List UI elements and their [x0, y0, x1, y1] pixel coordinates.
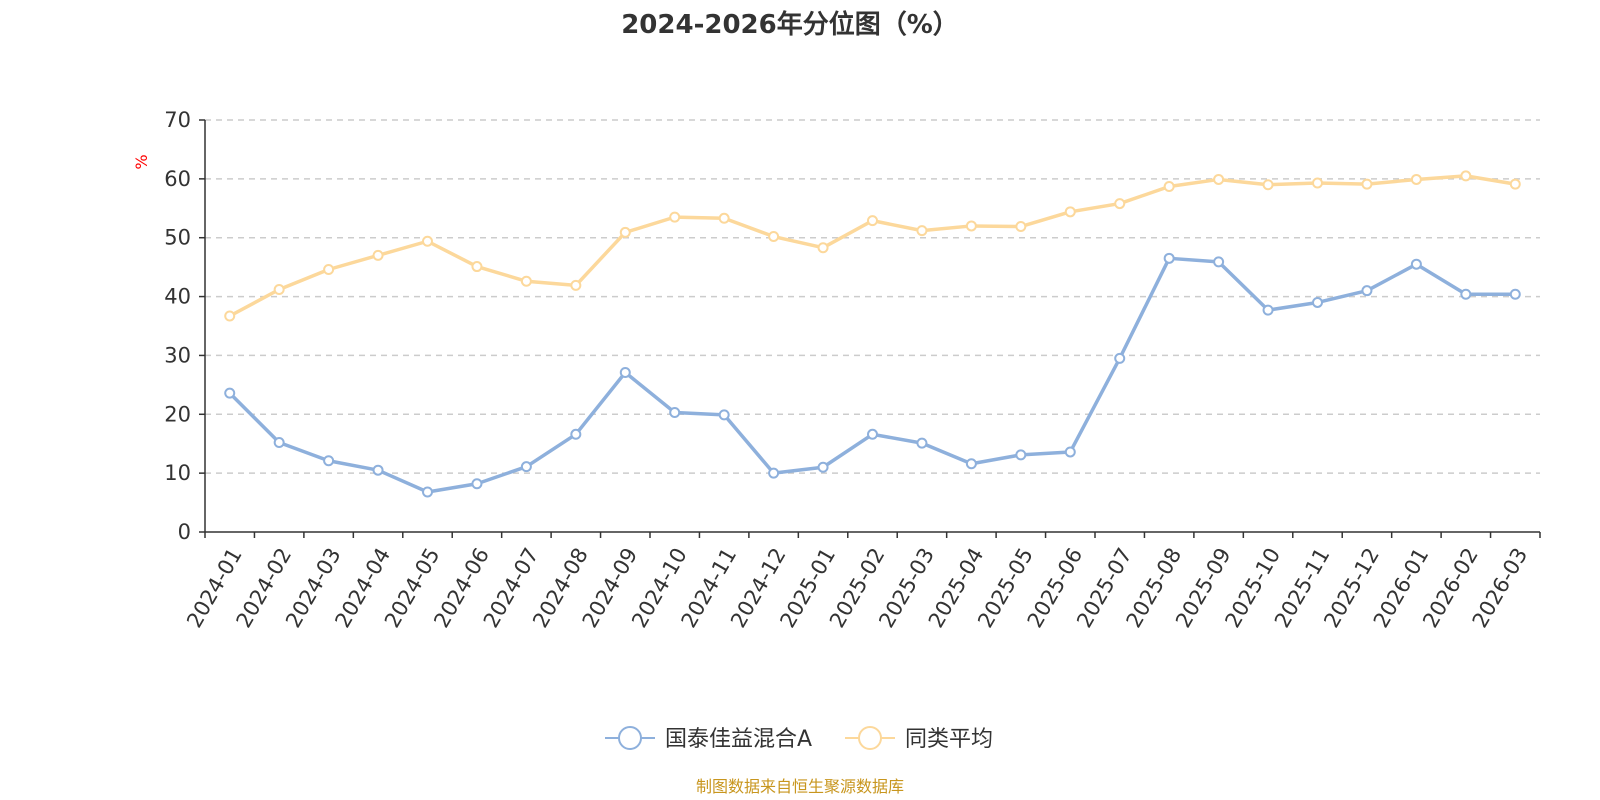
data-point [965, 458, 977, 470]
data-point [718, 409, 730, 421]
data-point [1460, 170, 1472, 182]
data-point [1312, 296, 1323, 308]
data-point [619, 226, 631, 238]
data-point [1460, 288, 1472, 300]
data-point [1163, 181, 1175, 193]
x-tick-labels: 2024-012024-022024-032024-042024-052024-… [182, 544, 1532, 632]
data-point [570, 428, 582, 440]
data-point [768, 467, 780, 479]
data-point [916, 225, 928, 237]
data-point [224, 387, 236, 399]
data-point [1114, 198, 1126, 210]
data-point [768, 231, 780, 243]
data-point [422, 235, 433, 247]
data-point [817, 461, 829, 473]
data-point [1262, 179, 1274, 191]
data-point [1015, 221, 1027, 233]
data-point [323, 455, 335, 467]
data-point [1213, 256, 1225, 268]
legend-marker-icon [858, 726, 882, 750]
data-point [520, 275, 532, 287]
data-point [1015, 449, 1027, 461]
data-point [1509, 288, 1521, 300]
data-point [1410, 173, 1422, 185]
legend-marker-icon [618, 726, 642, 750]
y-tick-label: 70 [164, 108, 191, 132]
data-point [619, 366, 631, 378]
legend-label: 国泰佳益混合A [665, 727, 812, 752]
data-point [1361, 178, 1373, 190]
y-axis-unit: % [132, 154, 151, 169]
data-point [867, 215, 878, 227]
data-point [1361, 285, 1373, 297]
data-point [273, 437, 285, 449]
y-tick-label: 60 [164, 167, 191, 191]
legend-item-0[interactable]: 国泰佳益混合A [605, 726, 812, 752]
data-point [273, 284, 285, 296]
axes [199, 119, 1541, 538]
data-point [372, 249, 384, 261]
data-point [817, 242, 829, 254]
data-point [323, 263, 335, 275]
data-point [422, 486, 433, 498]
series-layer [224, 170, 1521, 498]
y-tick-label: 10 [164, 461, 191, 485]
y-tick-label: 50 [164, 226, 191, 250]
series-line-0 [228, 256, 1516, 494]
y-tick-label: 30 [164, 343, 191, 367]
legend-label: 同类平均 [905, 727, 993, 752]
y-tick-label: 0 [178, 520, 191, 544]
y-tick-label: 40 [164, 285, 191, 309]
legend[interactable]: 国泰佳益混合A 同类平均 [605, 726, 993, 752]
chart-title: 2024-2026年分位图（%） [621, 9, 959, 40]
data-point [570, 279, 582, 291]
data-point [669, 211, 681, 223]
y-tick-label: 20 [164, 402, 191, 426]
data-point [1410, 258, 1422, 270]
data-point [965, 220, 977, 232]
data-point [224, 310, 236, 322]
source-note: 制图数据来自恒生聚源数据库 [696, 777, 904, 796]
data-point [867, 428, 878, 440]
data-point [1509, 178, 1521, 190]
data-point [916, 437, 928, 449]
series-line-1 [228, 174, 1516, 318]
data-point [1064, 446, 1076, 458]
data-point [718, 212, 730, 224]
legend-item-1[interactable]: 同类平均 [845, 726, 993, 752]
data-point [1114, 352, 1126, 364]
data-point [471, 261, 483, 273]
data-point [520, 461, 532, 473]
data-point [669, 407, 681, 419]
data-point [471, 478, 483, 490]
data-point [1312, 177, 1323, 189]
data-point [1163, 252, 1175, 264]
data-point [1262, 304, 1274, 316]
y-tick-labels: 0 10 20 30 40 50 60 70 [164, 108, 191, 544]
data-point [1064, 206, 1076, 218]
data-point [372, 464, 384, 476]
data-point [1213, 173, 1225, 185]
